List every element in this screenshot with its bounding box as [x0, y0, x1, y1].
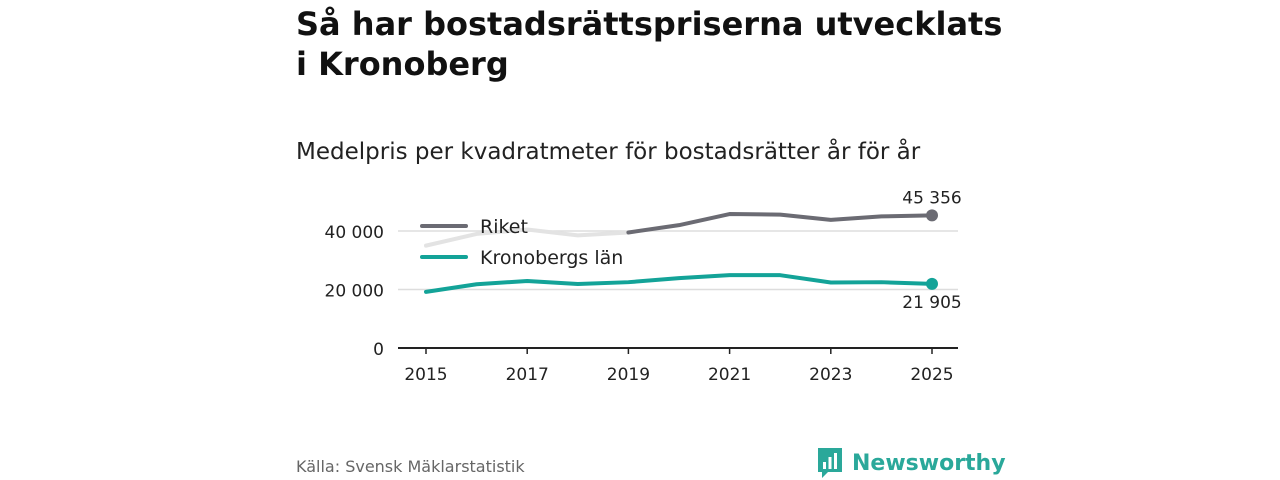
series-line-riket: [626, 212, 934, 235]
source-note: Källa: Svensk Mäklarstatistik: [296, 457, 525, 476]
series-line-kronobergs-lan: [424, 273, 934, 294]
x-tick-label: 2023: [809, 365, 852, 385]
x-tick-label: 2015: [404, 365, 447, 385]
legend-label-kronobergs-lan: Kronobergs län: [480, 247, 623, 269]
y-tick-label: 20 000: [325, 282, 384, 302]
y-tick-label: 0: [373, 340, 384, 360]
line-chart: 0 20 000 40 000 2015 2017 2019 2021 2023 2025 45 …: [325, 188, 962, 385]
brand-logo: Newsworthy: [816, 446, 1006, 480]
end-point-riket: [926, 209, 938, 222]
legend-label-riket: Riket: [480, 216, 528, 238]
data-label-kronobergs-lan: 21 905: [902, 293, 961, 313]
chart-subtitle: Medelpris per kvadratmeter för bostadsrä…: [296, 139, 921, 165]
x-tick-label: 2025: [910, 365, 953, 385]
end-point-kronobergs-lan: [926, 277, 938, 290]
y-tick-label: 40 000: [325, 223, 384, 243]
x-tick-label: 2019: [607, 365, 650, 385]
data-label-riket: 45 356: [902, 188, 961, 208]
brand-name: Newsworthy: [852, 450, 1006, 476]
x-tick-label: 2021: [708, 365, 751, 385]
bar-chart-logo-icon: [818, 448, 842, 478]
x-tick-label: 2017: [506, 365, 549, 385]
series-line-riket-faded: [424, 227, 631, 248]
chart-title: Så har bostadsrättspriserna utvecklats i…: [296, 5, 1003, 83]
